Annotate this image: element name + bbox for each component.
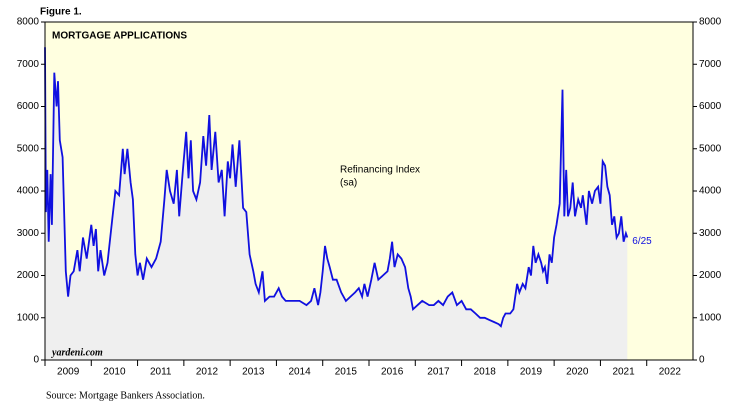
- annotation-sub: (sa): [340, 178, 357, 189]
- y2-tick-label: 4000: [699, 186, 722, 197]
- plot-area: 6/25 0 0 1000 1000 2000 2000 3000 3000 4000 4000 50…: [17, 17, 722, 378]
- y2-tick-label: 8000: [699, 17, 722, 28]
- y2-tick-label: 2000: [699, 270, 722, 281]
- x-tick-label: 2015: [335, 367, 358, 378]
- x-tick-label: 2020: [566, 367, 589, 378]
- annotation: Refinancing Index: [340, 165, 420, 176]
- end-label: 6/25: [632, 236, 652, 247]
- x-tick-label: 2017: [427, 367, 450, 378]
- x-tick-label: 2014: [288, 367, 311, 378]
- y-tick-label: 6000: [17, 101, 40, 112]
- y2-tick-label: 6000: [699, 101, 722, 112]
- x-tick-label: 2021: [612, 367, 635, 378]
- y2-tick-label: 7000: [699, 59, 722, 70]
- x-tick-label: 2012: [196, 367, 219, 378]
- y-tick-label: 3000: [17, 228, 40, 239]
- y-tick-label: 5000: [17, 143, 40, 154]
- y-tick-label: 1000: [17, 312, 40, 323]
- x-tick-label: 2010: [103, 367, 126, 378]
- line: [44, 47, 629, 328]
- x-tick-label: 2018: [474, 367, 497, 378]
- y2-tick-label: 5000: [699, 143, 722, 154]
- y-tick-label: 8000: [17, 17, 40, 28]
- x-tick-label: 2009: [57, 367, 80, 378]
- x-tick-label: 2011: [150, 367, 172, 378]
- y-tick-label: 4000: [17, 186, 40, 197]
- x-tick-label: 2019: [520, 367, 543, 378]
- y2-tick-label: 3000: [699, 228, 722, 239]
- y-tick-label: 7000: [17, 59, 40, 70]
- y-tick-label: 0: [33, 355, 39, 366]
- x-tick-label: 2016: [381, 367, 404, 378]
- y2-tick-label: 0: [699, 355, 705, 366]
- y-tick-label: 2000: [17, 270, 40, 281]
- x-tick-label: 2013: [242, 367, 265, 378]
- chart-title: MORTGAGE APPLICATIONS: [52, 31, 187, 42]
- figure-label: Figure 1.: [40, 7, 82, 18]
- area-fill: [45, 47, 628, 361]
- y2-tick-label: 1000: [699, 312, 722, 323]
- x-tick-label: 2022: [659, 367, 682, 378]
- source: Source: Mortgage Bankers Association.: [46, 390, 205, 401]
- watermark: yardeni.com: [51, 347, 103, 358]
